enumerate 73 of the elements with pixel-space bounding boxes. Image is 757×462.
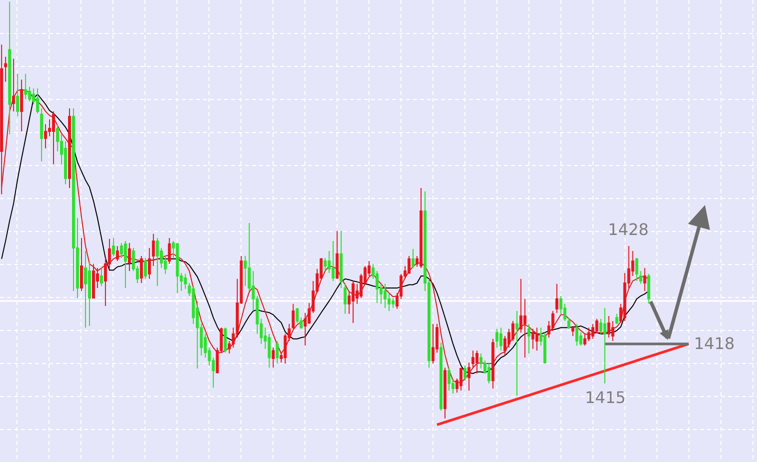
candlestick (567, 317, 570, 330)
candlestick (8, 1, 12, 135)
candlestick (639, 270, 642, 284)
candlestick (587, 327, 590, 342)
candlestick (487, 363, 490, 384)
candlestick (440, 342, 442, 412)
candlestick (292, 303, 295, 330)
annotation: 1428 (608, 220, 649, 239)
candlestick (112, 238, 115, 256)
candlestick (0, 44, 4, 195)
candlestick (408, 255, 411, 274)
annotation: 1415 (585, 388, 626, 407)
candlestick (432, 323, 435, 364)
candlestick (491, 338, 494, 390)
candlestick (124, 240, 127, 289)
candlestick (611, 320, 614, 342)
candlestick (168, 238, 171, 264)
candlestick (420, 188, 423, 269)
candlestick (527, 323, 530, 354)
candlestick (128, 242, 131, 272)
candlestick (448, 367, 450, 392)
candlestick (475, 350, 478, 374)
candlestick (332, 240, 335, 282)
candlestick (352, 280, 355, 324)
candlestick (276, 340, 279, 364)
candlestick (412, 248, 415, 269)
candlestick (444, 367, 446, 420)
candlestick (84, 250, 87, 328)
candlestick (92, 263, 95, 299)
candlestick (184, 273, 187, 290)
candlestick (52, 110, 56, 165)
candlestick (635, 258, 638, 282)
candlestick (148, 248, 151, 280)
candlestick (336, 230, 339, 280)
candlestick (591, 323, 594, 340)
candlestick (468, 362, 470, 392)
candlestick (499, 327, 502, 352)
candlestick (344, 282, 347, 314)
candlestick (392, 298, 395, 309)
candlestick (156, 238, 159, 286)
candlestick (144, 258, 147, 280)
candlestick (80, 238, 83, 292)
candlestick (460, 367, 462, 392)
candlestick (340, 230, 343, 289)
candlestick (555, 283, 558, 314)
annotation: 1418 (694, 334, 735, 353)
candlestick (515, 310, 518, 396)
candlestick (643, 268, 646, 292)
candlestick (24, 73, 28, 100)
candlestick (152, 233, 155, 266)
candlestick (224, 327, 227, 354)
candlestick (571, 325, 574, 336)
candlestick (68, 108, 71, 189)
candlestick (176, 242, 179, 294)
candlestick (495, 328, 498, 348)
candlestick (12, 58, 16, 112)
candlestick (36, 88, 40, 114)
candlestick (40, 108, 44, 162)
candlestick (535, 327, 538, 352)
candlestick (607, 315, 610, 338)
candlestick (140, 255, 143, 284)
candlestick (575, 323, 578, 346)
candlestick (603, 308, 606, 384)
candlestick (464, 365, 466, 382)
candlestick (116, 245, 119, 262)
candlestick (100, 268, 103, 286)
candlestick (20, 79, 24, 132)
candlestick (16, 73, 20, 117)
candlestick (4, 56, 8, 82)
candlestick (531, 328, 534, 350)
candlestick (272, 347, 275, 368)
candlestick (384, 283, 387, 309)
candlestick (615, 313, 618, 324)
